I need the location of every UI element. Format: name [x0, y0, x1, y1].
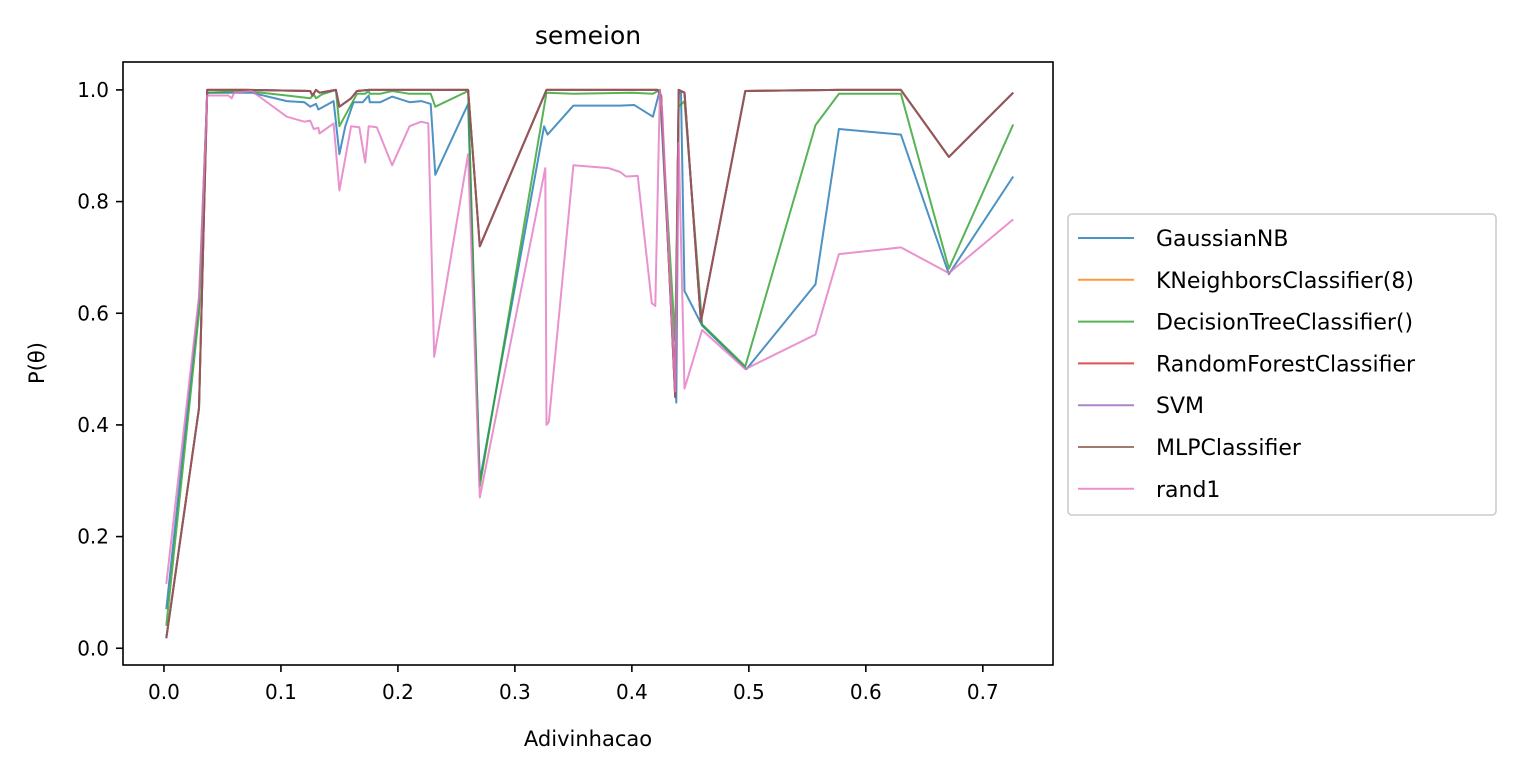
x-axis: 0.0 0.1 0.2 0.3 0.4 0.5 0.6 0.7: [148, 665, 999, 704]
x-axis-label: Adivinhacao: [524, 727, 652, 751]
legend-label: DecisionTreeClassifier(): [1156, 311, 1413, 336]
legend-label: MLPClassifier: [1156, 436, 1302, 461]
legend-label: RandomForestClassifier: [1156, 352, 1416, 377]
series-line-0: [165, 88, 1015, 610]
y-tick-label: 0.4: [77, 413, 109, 437]
series-layer: [165, 88, 1015, 639]
series-line-6: [165, 88, 1014, 585]
x-tick-label: 0.5: [733, 680, 765, 704]
x-tick-label: 0.3: [499, 680, 531, 704]
legend-label: rand1: [1156, 478, 1220, 503]
y-tick-label: 0.8: [77, 190, 109, 214]
chart-title: semeion: [535, 21, 641, 50]
series-line-5: [165, 88, 1014, 639]
legend-entries: GaussianNB KNeighborsClassifier(8) Decisio…: [1078, 227, 1416, 503]
legend-frame: [1067, 213, 1497, 516]
x-tick-label: 0.4: [616, 680, 648, 704]
legend: GaussianNB KNeighborsClassifier(8) Decisio…: [1067, 213, 1497, 516]
y-tick-label: 0.0: [77, 636, 109, 660]
x-tick-label: 0.7: [967, 680, 999, 704]
legend-label: KNeighborsClassifier(8): [1156, 269, 1414, 294]
plot-area: [122, 61, 1054, 666]
x-tick-label: 0.0: [148, 680, 180, 704]
y-axis-label: P(θ): [25, 342, 49, 384]
x-tick-label: 0.1: [265, 680, 297, 704]
legend-label: SVM: [1156, 394, 1204, 419]
axes-frame: [122, 61, 1054, 666]
x-tick-label: 0.6: [850, 680, 882, 704]
y-tick-label: 1.0: [77, 78, 109, 102]
x-tick-label: 0.2: [382, 680, 414, 704]
y-axis: 0.0 0.2 0.4 0.6 0.8 1.0: [77, 78, 123, 660]
y-tick-label: 0.6: [77, 301, 109, 325]
y-tick-label: 0.2: [77, 525, 109, 549]
legend-label: GaussianNB: [1156, 227, 1288, 252]
